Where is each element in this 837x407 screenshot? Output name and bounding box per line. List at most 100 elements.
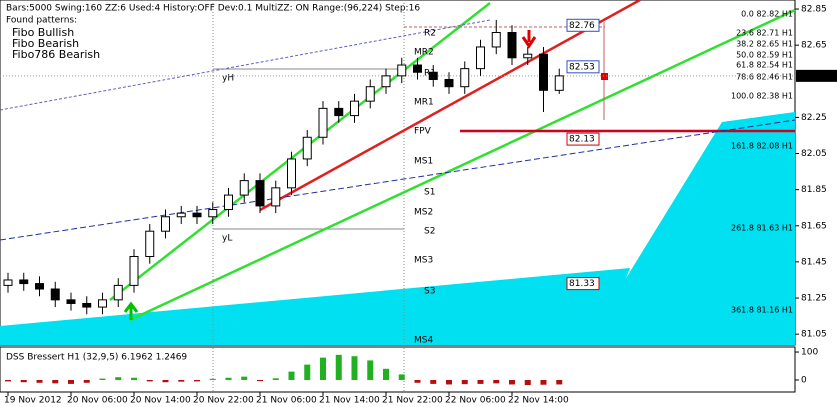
indicator-bar [540, 379, 547, 385]
candle-body [145, 230, 155, 257]
patterns-heading: Found patterns: [6, 16, 77, 26]
indicator-bar [257, 379, 263, 382]
y2-tick-label: 0 [801, 375, 807, 385]
price-tag-label: 82.13 [569, 135, 595, 145]
cyan-zone [585, 112, 795, 345]
indicator-bar [509, 379, 515, 385]
indicator-bar [241, 376, 248, 380]
indicator-bar [68, 379, 74, 384]
candle-body [287, 158, 296, 189]
pivot-label: MS1 [414, 157, 433, 167]
price-tag [566, 132, 600, 146]
indicator-bar [430, 379, 437, 384]
indicator-bar [367, 360, 374, 380]
channel-line [259, 0, 641, 212]
indicator-bar [209, 378, 216, 380]
indicator-title: DSS Bressert H1 (32,9,5) 6.1962 1.2469 [6, 353, 187, 363]
pivot-label: MS3 [414, 256, 433, 266]
pivot-label: MS2 [414, 208, 433, 218]
indicator-bar [414, 379, 421, 383]
candle-body [413, 64, 422, 73]
indicator-bar [99, 378, 106, 380]
fib-label: 361.8 81.16 H1 [731, 306, 793, 315]
marker [601, 73, 608, 80]
indicator-plot [0, 346, 796, 393]
indicator-bar [146, 379, 153, 382]
x-tick-label: 20 Nov 14:00 [130, 396, 191, 406]
candle-body [334, 107, 344, 117]
down-arrow [521, 30, 537, 49]
current-price-box [796, 69, 837, 82]
fib-label: 261.8 81.63 H1 [731, 224, 793, 233]
indicator-bar [461, 379, 468, 385]
y-tick-label: 82.85 [801, 5, 827, 15]
pivot-label: MR2 [414, 48, 434, 58]
x-tick-label: 20 Nov 06:00 [67, 396, 128, 406]
indicator-bar [131, 377, 137, 380]
indicator-bar [524, 379, 531, 386]
candle-body [539, 53, 548, 91]
range-label: yL [222, 234, 232, 244]
candle-body [176, 212, 186, 218]
indicator-bar [162, 379, 169, 383]
fib-label: 61.8 82.54 H1 [736, 61, 793, 70]
indicator-bar [178, 379, 185, 382]
x-tick-label: 22 Nov 14:00 [508, 396, 569, 406]
candle-body [397, 64, 407, 77]
candle-body [554, 75, 564, 91]
cyan-zone [0, 268, 630, 345]
indicator-bar [320, 357, 326, 380]
price-tag-label: 81.33 [569, 279, 595, 289]
candle-body [507, 32, 517, 59]
overlays [0, 0, 796, 392]
pivot-label: S3 [424, 287, 435, 297]
candle-body [476, 46, 485, 70]
trend-line [0, 119, 796, 241]
price-tag [566, 18, 600, 32]
candle-body [271, 187, 281, 207]
candle-body [129, 255, 139, 286]
fib-label: 78.6 82.46 H1 [736, 73, 793, 82]
range-label: yH [222, 74, 234, 84]
candle-body [460, 68, 470, 88]
indicator-bar [304, 364, 311, 380]
indicator-bar [446, 379, 452, 385]
candle-body [208, 209, 218, 218]
candle-body [19, 279, 29, 285]
pivot-label: S2 [424, 227, 435, 237]
candle-body [66, 299, 76, 304]
x-tick-label: 19 Nov 2012 [4, 396, 62, 406]
indicator-bar [556, 379, 563, 385]
y-tick-label: 81.65 [801, 221, 827, 231]
indicator-bar [383, 368, 389, 380]
indicator-bar [477, 379, 484, 384]
indicator-bar [36, 379, 43, 383]
indicator-bar [194, 379, 200, 382]
candle-body [523, 53, 533, 59]
pivot-label: MR1 [414, 98, 434, 108]
candle-body [381, 75, 391, 88]
indicator-bar [225, 377, 232, 380]
trend-line [0, 19, 491, 111]
pivot-label: S1 [424, 188, 435, 198]
candle-body [428, 71, 438, 80]
fib-label: 38.2 82.65 H1 [736, 40, 793, 49]
candle-body [318, 107, 328, 138]
x-tick-label: 21 Nov 06:00 [256, 396, 317, 406]
up-arrow [123, 301, 139, 320]
candle-body [192, 212, 202, 218]
candle-body [3, 279, 13, 286]
candle-body [50, 288, 60, 301]
y-tick-label: 81.05 [801, 330, 827, 340]
info-text: Bars:5000 Swing:160 ZZ:6 Used:4 History:… [6, 4, 420, 14]
pattern-label: Fibo Bullish [12, 26, 74, 39]
indicator-bar [288, 371, 295, 380]
candle-body [350, 100, 359, 117]
indicator-bar [398, 374, 405, 380]
candle-body [444, 78, 454, 88]
fib-label: 161.8 82.08 H1 [731, 142, 793, 151]
candle-body [255, 180, 265, 207]
indicator-bar [5, 379, 11, 382]
y-tick-label: 81.85 [801, 185, 827, 195]
